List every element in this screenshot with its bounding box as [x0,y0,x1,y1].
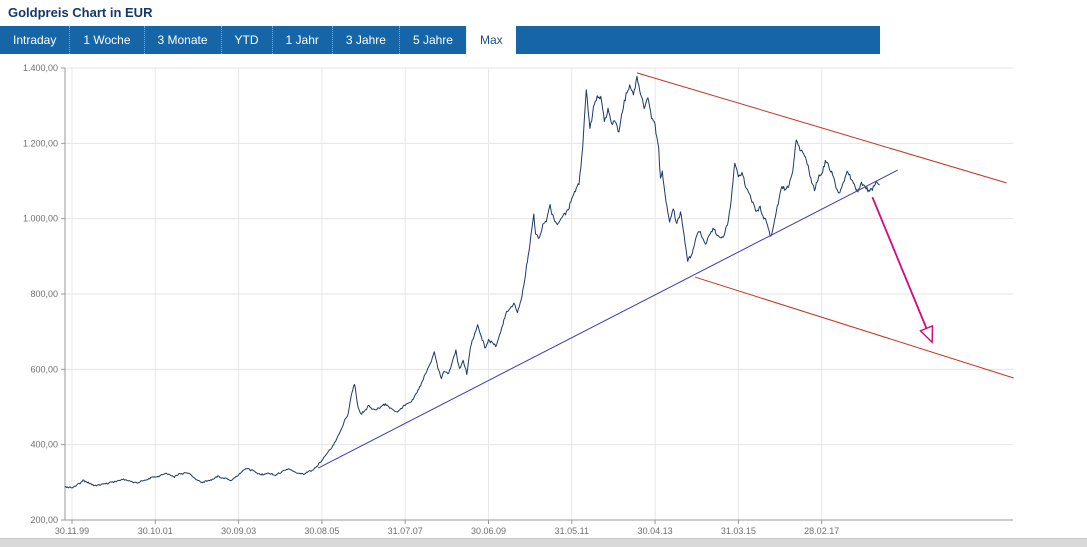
svg-text:30.11.99: 30.11.99 [55,526,89,536]
trendlines [318,72,1014,469]
svg-text:1.400,00: 1.400,00 [23,63,58,73]
support-ascending [318,169,898,469]
tab-max[interactable]: Max [465,26,516,58]
svg-text:200,00: 200,00 [30,515,58,525]
tab-5-jahre[interactable]: 5 Jahre [398,26,466,54]
tab-1-jahr[interactable]: 1 Jahr [271,26,332,54]
svg-text:1.000,00: 1.000,00 [23,214,58,224]
svg-text:28.02.17: 28.02.17 [804,526,839,536]
svg-text:30.08.05: 30.08.05 [304,526,339,536]
tab-1-woche[interactable]: 1 Woche [69,26,143,54]
resistance-upper [636,72,1007,184]
price-line [64,75,880,489]
svg-text:31.07.07: 31.07.07 [388,526,423,536]
svg-text:400,00: 400,00 [30,440,58,450]
svg-text:30.10.01: 30.10.01 [138,526,173,536]
svg-text:30.09.03: 30.09.03 [221,526,256,536]
period-tabs: Intraday 1 Woche 3 Monate YTD 1 Jahr 3 J… [0,26,880,58]
gridlines [65,67,1013,521]
annotation-arrow [871,196,934,344]
price-series [64,75,880,489]
bottom-scroll-strip [0,538,1087,547]
arrow-head [919,324,934,344]
svg-text:600,00: 600,00 [30,364,58,374]
axis-labels: 200,00 400,00 600,00 800,00 1.000,00 1.200,00… [23,63,839,536]
tab-intraday[interactable]: Intraday [13,33,57,47]
resistance-lower [694,276,1014,379]
tab-3-jahre[interactable]: 3 Jahre [331,26,399,54]
page-title: Goldpreis Chart in EUR [8,5,153,20]
tab-ytd[interactable]: YTD [220,26,272,54]
tab-3-monate[interactable]: 3 Monate [143,26,221,54]
arrow-shaft [871,196,928,329]
svg-text:31.05.11: 31.05.11 [555,526,589,536]
svg-text:1.200,00: 1.200,00 [23,138,58,148]
axes [61,67,1013,524]
svg-text:800,00: 800,00 [30,289,58,299]
svg-text:30.06.09: 30.06.09 [471,526,506,536]
svg-text:31.03.15: 31.03.15 [721,526,756,536]
svg-text:30.04.13: 30.04.13 [638,526,673,536]
